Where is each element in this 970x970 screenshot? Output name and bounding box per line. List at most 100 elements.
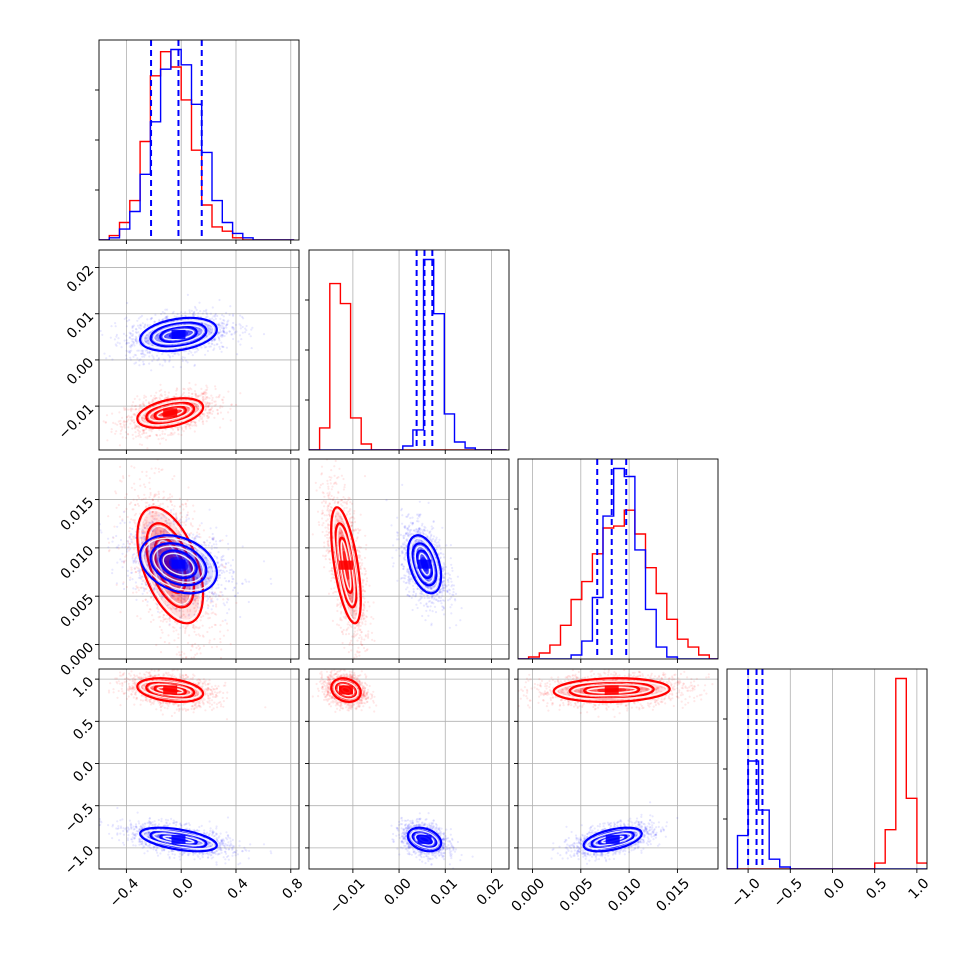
sample-point [219, 334, 222, 337]
sample-point [163, 618, 166, 621]
sample-point [175, 514, 178, 517]
sample-point [144, 336, 147, 339]
sample-point [144, 598, 147, 601]
sample-point [132, 340, 135, 344]
sample-point [227, 319, 230, 322]
sample-point [127, 433, 130, 436]
sample-point [181, 359, 184, 363]
sample-point [193, 402, 196, 405]
sample-point [147, 435, 150, 438]
sample-point [193, 305, 197, 308]
sample-point [202, 635, 205, 638]
sample-point [133, 466, 136, 469]
sample-point [131, 340, 134, 343]
sample-point [167, 634, 170, 637]
sample-point [144, 339, 147, 342]
sample-point [148, 339, 151, 342]
sample-point [203, 344, 206, 347]
sample-point [157, 357, 160, 360]
sample-point [139, 404, 142, 407]
sample-point [193, 351, 196, 354]
sample-point [186, 570, 189, 573]
sample-point [113, 338, 116, 341]
sample-point [165, 620, 168, 623]
sample-point [139, 484, 142, 487]
sample-point [192, 504, 195, 507]
sample-point [223, 334, 226, 338]
sample-point [202, 529, 205, 532]
sample-point [187, 408, 190, 411]
sample-point [207, 405, 210, 408]
sample-point [190, 644, 193, 648]
sample-point [186, 406, 189, 409]
sample-point [137, 586, 140, 589]
sample-point [184, 523, 187, 527]
sample-point [159, 394, 162, 397]
sample-point [219, 591, 222, 594]
sample-point [230, 403, 233, 406]
sample-point [165, 316, 168, 319]
sample-point [125, 585, 129, 589]
sample-point [221, 322, 224, 325]
sample-point [149, 487, 152, 490]
sample-point [146, 351, 149, 355]
sample-point [208, 341, 211, 345]
sample-point [151, 359, 154, 363]
sample-point [221, 325, 224, 328]
sample-point [190, 392, 194, 395]
sample-point [193, 630, 196, 633]
contour-highlight [152, 324, 205, 345]
sample-point [181, 503, 184, 506]
sample-point [194, 610, 197, 613]
sample-point [140, 349, 143, 352]
sample-point [141, 599, 144, 603]
sample-point [225, 331, 228, 334]
sample-point [168, 359, 171, 362]
sample-point [127, 540, 130, 543]
sample-point [199, 414, 202, 417]
sample-point [172, 433, 175, 436]
sample-point [174, 607, 178, 610]
sample-point [150, 519, 153, 523]
sample-point [215, 645, 218, 648]
sample-point [192, 313, 195, 316]
sample-point [151, 511, 154, 514]
sample-point [156, 434, 159, 437]
sample-point [231, 558, 234, 562]
sample-point [204, 402, 207, 406]
sample-point [194, 625, 197, 629]
sample-point [190, 532, 193, 535]
sample-point [111, 358, 114, 361]
sample-point [209, 331, 212, 334]
sample-point [145, 470, 148, 473]
sample-point [175, 527, 178, 530]
sample-point [172, 428, 175, 431]
sample-point [199, 331, 202, 334]
sample-point [119, 611, 122, 614]
sample-point [115, 534, 118, 538]
sample-point [204, 398, 207, 401]
sample-point [215, 605, 218, 608]
sample-point [185, 625, 188, 628]
sample-point [223, 319, 226, 322]
sample-point [163, 390, 167, 394]
sample-point [134, 431, 137, 434]
sample-point [151, 343, 154, 346]
sample-point [195, 577, 198, 580]
sample-point [151, 414, 154, 417]
sample-point [180, 653, 183, 656]
sample-point [206, 612, 209, 615]
sample-point [166, 308, 169, 311]
sample-point [207, 405, 210, 408]
sample-point [193, 420, 196, 423]
sample-point [206, 603, 209, 607]
sample-point [134, 435, 138, 438]
sample-point [122, 476, 125, 480]
sample-point [187, 330, 190, 333]
sample-point [210, 407, 213, 410]
sample-point [123, 510, 126, 513]
sample-point [122, 510, 125, 514]
sample-point [167, 391, 170, 394]
sample-point [239, 324, 242, 327]
sample-point [210, 625, 214, 629]
